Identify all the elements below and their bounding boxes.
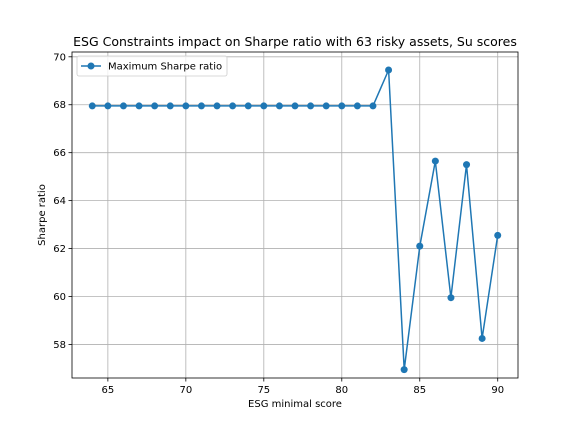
series-line xyxy=(92,69,499,370)
y-tick-label: 64 xyxy=(53,196,66,207)
data-point xyxy=(463,161,471,169)
y-tick-label: 70 xyxy=(53,52,66,63)
data-point xyxy=(478,334,486,342)
data-point xyxy=(322,102,330,110)
x-tick-label: 90 xyxy=(491,385,504,396)
data-point xyxy=(416,242,424,250)
y-tick-label: 62 xyxy=(53,244,66,255)
data-point xyxy=(119,102,127,110)
series-layer xyxy=(88,66,502,374)
y-tick-label: 60 xyxy=(53,292,66,303)
y-tick-label: 66 xyxy=(53,148,66,159)
x-tick-label: 65 xyxy=(101,385,114,396)
x-tick-label: 75 xyxy=(257,385,270,396)
y-tick-label: 68 xyxy=(53,100,66,111)
x-tick-label: 70 xyxy=(179,385,192,396)
data-point xyxy=(385,66,393,74)
data-point xyxy=(431,157,439,165)
data-point xyxy=(307,102,315,110)
data-point xyxy=(494,231,502,239)
y-axis-label: Sharpe ratio xyxy=(37,184,48,246)
data-point xyxy=(369,102,377,110)
legend-marker-swatch xyxy=(87,62,95,70)
data-point xyxy=(291,102,299,110)
data-point xyxy=(400,366,408,374)
legend: Maximum Sharpe ratio xyxy=(76,55,228,77)
data-point xyxy=(213,102,221,110)
legend-label: Maximum Sharpe ratio xyxy=(108,62,222,73)
data-point xyxy=(135,102,143,110)
data-point xyxy=(353,102,361,110)
y-tick-label: 58 xyxy=(53,340,66,351)
data-point xyxy=(182,102,190,110)
x-tick-label: 85 xyxy=(413,385,426,396)
plot-frame xyxy=(71,51,519,379)
data-point xyxy=(260,102,268,110)
data-point xyxy=(104,102,112,110)
data-point xyxy=(447,294,455,302)
legend-frame xyxy=(76,55,228,77)
data-point xyxy=(88,102,96,110)
chart-title: ESG Constraints impact on Sharpe ratio w… xyxy=(73,34,517,49)
data-point xyxy=(166,102,174,110)
data-point xyxy=(275,102,283,110)
x-axis-label: ESG minimal score xyxy=(248,399,342,410)
y-axis-ticks: 58 60 62 64 66 68 70 xyxy=(53,52,72,351)
data-point xyxy=(338,102,346,110)
data-point xyxy=(229,102,237,110)
grid xyxy=(72,52,518,378)
x-axis-ticks: 65 70 75 80 85 90 xyxy=(101,378,504,396)
x-tick-label: 80 xyxy=(335,385,348,396)
data-point xyxy=(197,102,205,110)
data-point xyxy=(151,102,159,110)
data-point xyxy=(244,102,252,110)
